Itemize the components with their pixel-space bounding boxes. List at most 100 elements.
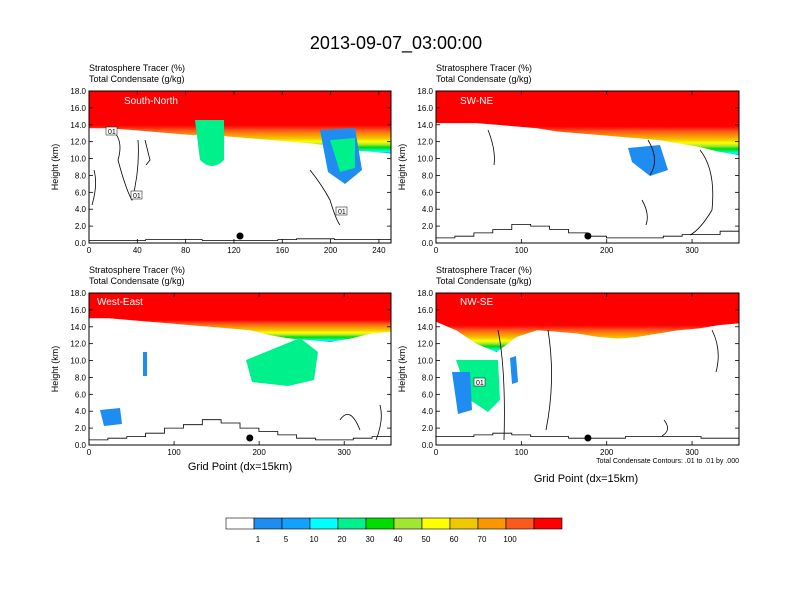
x-tick-label: 300 <box>685 246 699 255</box>
location-marker <box>236 232 244 240</box>
panel-west-east: Stratosphere Tracer (%) Total Condensate… <box>50 265 392 473</box>
condensate-contour <box>339 404 382 441</box>
colorbar-label: 70 <box>478 535 487 544</box>
x-tick-label: 0 <box>87 246 92 255</box>
x-tick-label: 200 <box>600 246 614 255</box>
condensate-contour <box>91 129 341 226</box>
cloud-blob-b <box>100 408 122 426</box>
y-tick-label: 12.0 <box>70 340 86 349</box>
location-marker <box>246 434 254 442</box>
y-axis-label: Height (km) <box>50 144 60 191</box>
terrain-line <box>436 224 739 239</box>
colorbar-label: 1 <box>256 535 261 544</box>
y-tick-label: 10.0 <box>417 357 433 366</box>
y-tick-label: 14.0 <box>417 121 433 130</box>
svg-text:01: 01 <box>108 129 116 136</box>
terrain-line <box>436 432 739 439</box>
condensate-contour <box>487 129 714 236</box>
panel-label: SW-NE <box>460 96 493 107</box>
contour-note: Total Condensate Contours: .01 to .01 by… <box>596 458 739 465</box>
panel-south-north: Stratosphere Tracer (%) Total Condensate… <box>50 63 392 255</box>
plot-frame <box>88 90 392 244</box>
y-tick-label: 14.0 <box>70 323 86 332</box>
colorbar-label: 10 <box>310 535 319 544</box>
contour-label: 01 <box>130 190 143 200</box>
y-tick-label: 12.0 <box>70 138 86 147</box>
y-tick-label: 10.0 <box>417 155 433 164</box>
svg-text:01: 01 <box>338 209 346 216</box>
x-tick-label: 300 <box>338 448 352 457</box>
terrain-line <box>89 419 391 441</box>
x-tick-label: 120 <box>227 246 241 255</box>
colorbar-label: 60 <box>450 535 459 544</box>
y-axis-label: Height (km) <box>50 346 60 393</box>
panel-subtitle: Total Condensate (g/kg) <box>436 276 532 286</box>
y-tick-label: 10.0 <box>70 357 86 366</box>
plot-frame <box>88 292 392 446</box>
colorbar: 1 5 10 20 30 40 50 60 70 100 <box>225 517 563 544</box>
location-marker <box>584 232 592 240</box>
y-tick-label: 0.0 <box>75 441 87 450</box>
y-tick-label: 4.0 <box>422 205 434 214</box>
tracer-band <box>436 91 739 156</box>
plot-frame <box>435 90 740 244</box>
x-tick-label: 100 <box>515 448 529 457</box>
x-tick-label: 160 <box>276 246 290 255</box>
contour-label: 01 <box>105 126 118 136</box>
cloud-blob-c <box>510 356 518 384</box>
x-tick-label: 100 <box>515 246 529 255</box>
y-tick-label: 6.0 <box>75 188 87 197</box>
colorbar-label: 5 <box>284 535 289 544</box>
location-marker <box>584 434 592 442</box>
cloud-blob-a <box>195 120 224 166</box>
y-tick-label: 12.0 <box>417 138 433 147</box>
colorbar-swatch <box>505 517 535 530</box>
panel-title: Stratosphere Tracer (%) <box>89 265 185 275</box>
plot-frame <box>435 292 740 446</box>
colorbar-swatch <box>225 517 255 530</box>
colorbar-label: 50 <box>422 535 431 544</box>
x-axis-label: Grid Point (dx=15km) <box>534 473 638 485</box>
panel-label: NW-SE <box>460 297 493 308</box>
cloud-blob-b <box>452 372 472 414</box>
contour-label: 01 <box>335 206 348 216</box>
panel-nw-se: Stratosphere Tracer (%) Total Condensate… <box>397 265 740 485</box>
y-tick-label: 4.0 <box>75 205 87 214</box>
tracer-band <box>436 293 739 353</box>
colorbar-swatch <box>449 517 479 530</box>
x-tick-label: 80 <box>181 246 190 255</box>
colorbar-label: 100 <box>503 535 517 544</box>
panel-sw-ne: Stratosphere Tracer (%) Total Condensate… <box>397 63 740 255</box>
panel-subtitle: Total Condensate (g/kg) <box>89 74 185 84</box>
y-tick-label: 12.0 <box>417 340 433 349</box>
y-tick-label: 14.0 <box>417 323 433 332</box>
tracer-band <box>89 91 391 154</box>
y-tick-label: 18.0 <box>417 289 433 298</box>
y-tick-label: 2.0 <box>75 222 87 231</box>
y-tick-label: 8.0 <box>422 373 434 382</box>
y-tick-label: 4.0 <box>75 407 87 416</box>
x-tick-label: 100 <box>167 448 181 457</box>
figure-title: 2013-09-07_03:00:00 <box>310 33 482 54</box>
colorbar-swatch <box>533 517 563 530</box>
y-tick-label: 2.0 <box>75 424 87 433</box>
colorbar-swatch <box>309 517 339 530</box>
colorbar-label: 40 <box>394 535 403 544</box>
y-tick-label: 8.0 <box>75 373 87 382</box>
colorbar-swatch <box>421 517 451 530</box>
y-tick-label: 16.0 <box>417 306 433 315</box>
y-tick-label: 8.0 <box>422 171 434 180</box>
x-tick-label: 0 <box>434 448 439 457</box>
colorbar-swatch <box>477 517 507 530</box>
y-tick-label: 0.0 <box>75 239 87 248</box>
panel-label: West-East <box>97 297 143 308</box>
colorbar-label: 30 <box>366 535 375 544</box>
y-tick-label: 16.0 <box>70 104 86 113</box>
x-tick-label: 0 <box>87 448 92 457</box>
y-tick-label: 14.0 <box>70 121 86 130</box>
colorbar-label: 20 <box>338 535 347 544</box>
y-tick-label: 2.0 <box>422 222 434 231</box>
colorbar-swatch <box>337 517 367 530</box>
panel-label: South-North <box>124 96 178 107</box>
y-tick-label: 8.0 <box>75 171 87 180</box>
